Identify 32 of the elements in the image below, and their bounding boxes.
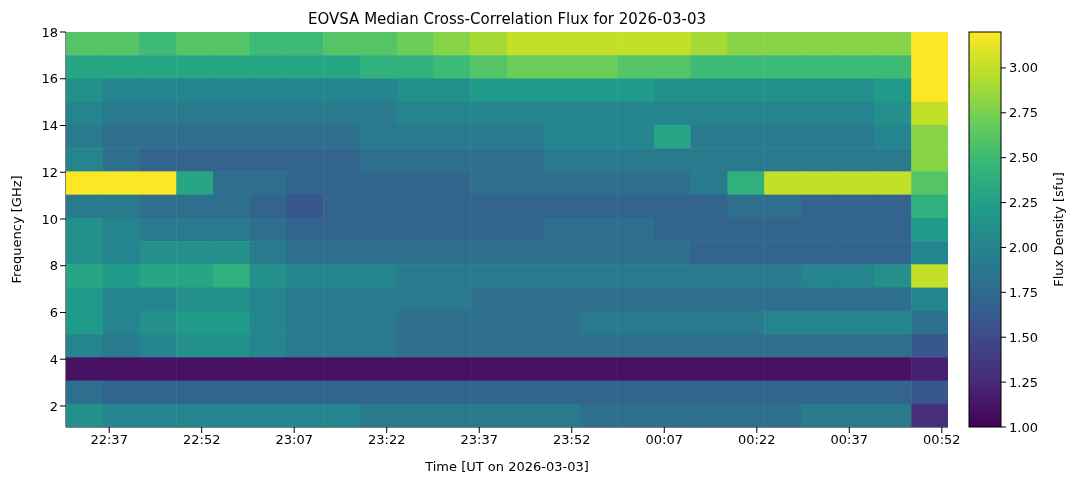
y-tick-label: 6 <box>49 305 58 321</box>
y-axis-title: Frequency [GHz] <box>8 175 24 284</box>
color-bar-label: 1.75 <box>1009 284 1038 300</box>
x-axis-title: Time [UT on 2026-03-03] <box>424 459 589 474</box>
x-tick-label: 22:37 <box>90 432 128 448</box>
y-tick-label: 4 <box>49 351 58 367</box>
color-bar-label: 2.25 <box>1009 195 1038 211</box>
x-tick-label: 23:07 <box>275 432 313 448</box>
x-tick-label: 00:52 <box>923 432 961 448</box>
color-bar-label: 1.00 <box>1009 419 1038 435</box>
x-tick-label: 22:52 <box>182 432 221 448</box>
color-bar-label: 3.00 <box>1009 60 1038 76</box>
color-bar-label: 2.75 <box>1009 105 1038 121</box>
y-tick-label: 18 <box>41 24 58 40</box>
color-bar-label: 1.50 <box>1009 329 1038 345</box>
x-tick-label: 23:37 <box>460 432 498 448</box>
color-bar-label: 2.50 <box>1009 150 1038 166</box>
x-tick-label: 00:07 <box>645 432 684 448</box>
y-tick-label: 8 <box>49 258 58 274</box>
x-tick-label: 23:52 <box>553 432 591 448</box>
y-tick-label: 12 <box>41 164 58 180</box>
y-tick-label: 10 <box>41 211 58 227</box>
color-bar-title: Flux Density [sfu] <box>1051 172 1066 287</box>
color-bar-label: 2.00 <box>1009 240 1038 255</box>
y-tick-label: 14 <box>41 118 58 134</box>
y-tick-label: 2 <box>49 398 58 414</box>
chart-title: EOVSA Median Cross-Correlation Flux for 2026-03-03 <box>307 10 707 28</box>
y-tick-label: 16 <box>41 71 58 87</box>
color-bar-label: 1.25 <box>1009 374 1038 390</box>
x-tick-label: 00:37 <box>830 432 869 448</box>
x-tick-label: 23:22 <box>367 432 406 448</box>
x-tick-label: 00:22 <box>738 432 776 448</box>
